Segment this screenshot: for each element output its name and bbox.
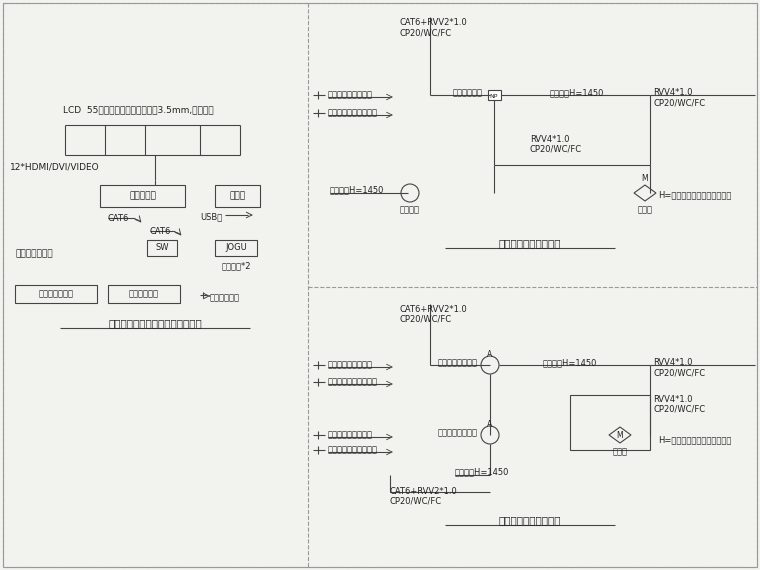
Text: 安装高对H=1450: 安装高对H=1450 bbox=[330, 185, 385, 194]
Text: 接入监控接入交换机: 接入监控接入交换机 bbox=[328, 430, 373, 439]
Text: 开门按钮: 开门按钮 bbox=[400, 205, 420, 214]
Text: CAT6+RVV2*1.0: CAT6+RVV2*1.0 bbox=[390, 487, 458, 496]
Text: 门禁一体主机: 门禁一体主机 bbox=[453, 88, 483, 97]
Text: CP20/WC/FC: CP20/WC/FC bbox=[653, 405, 705, 414]
Bar bbox=[147, 240, 177, 256]
Text: 弱电间门禁配电箱取电: 弱电间门禁配电箱取电 bbox=[328, 377, 378, 386]
Text: 门禁系统接入: 门禁系统接入 bbox=[210, 293, 240, 302]
Text: H=门框顶或门框中间位置安装: H=门框顶或门框中间位置安装 bbox=[658, 435, 731, 444]
Text: SW: SW bbox=[155, 243, 169, 253]
Text: CP20/WC/FC: CP20/WC/FC bbox=[653, 98, 705, 107]
Text: A: A bbox=[487, 420, 492, 429]
Text: 指纹门禁一体主机: 指纹门禁一体主机 bbox=[438, 428, 478, 437]
Text: 安装高对H=1450: 安装高对H=1450 bbox=[455, 467, 509, 476]
Bar bbox=[15, 285, 97, 303]
Text: CAT6: CAT6 bbox=[150, 227, 171, 236]
Text: CP20/WC/FC: CP20/WC/FC bbox=[400, 315, 452, 324]
Text: RVV4*1.0: RVV4*1.0 bbox=[653, 395, 692, 404]
Text: JOGU: JOGU bbox=[225, 243, 247, 253]
Text: 安装高对H=1450: 安装高对H=1450 bbox=[550, 88, 604, 97]
Text: 门禁安装大样图（二）: 门禁安装大样图（二） bbox=[499, 515, 561, 525]
Text: CP20/WC/FC: CP20/WC/FC bbox=[390, 497, 442, 506]
Text: NP: NP bbox=[489, 93, 499, 99]
Text: CAT6: CAT6 bbox=[108, 214, 129, 223]
Text: USB线: USB线 bbox=[200, 212, 222, 221]
Text: RVV4*1.0: RVV4*1.0 bbox=[530, 135, 569, 144]
Text: 拼接控制器: 拼接控制器 bbox=[129, 192, 156, 201]
Text: A: A bbox=[487, 350, 492, 359]
Bar bbox=[108, 285, 180, 303]
Text: 视频存储管理器: 视频存储管理器 bbox=[39, 290, 74, 299]
Text: 安装高对H=1450: 安装高对H=1450 bbox=[543, 358, 597, 367]
Text: CAT6+RVV2*1.0: CAT6+RVV2*1.0 bbox=[400, 305, 467, 314]
Text: 管理电脑*2: 管理电脑*2 bbox=[221, 261, 251, 270]
Text: M: M bbox=[616, 430, 623, 439]
Text: 弱电间门禁配电箱取电: 弱电间门禁配电箱取电 bbox=[328, 108, 378, 117]
Text: 弱电间门禁配电箱取电: 弱电间门禁配电箱取电 bbox=[328, 445, 378, 454]
Bar bbox=[570, 395, 650, 450]
Text: 指纹门禁一体主机: 指纹门禁一体主机 bbox=[438, 358, 478, 367]
Text: 综合安防平台: 综合安防平台 bbox=[129, 290, 159, 299]
Text: 发卡器: 发卡器 bbox=[230, 192, 245, 201]
Text: 电磁锁: 电磁锁 bbox=[638, 205, 653, 214]
Text: CP20/WC/FC: CP20/WC/FC bbox=[400, 28, 452, 37]
Text: 12*HDMI/DVI/VIDEO: 12*HDMI/DVI/VIDEO bbox=[10, 162, 100, 171]
Bar bbox=[215, 185, 260, 207]
Text: 接入监控接入交换机: 接入监控接入交换机 bbox=[328, 360, 373, 369]
Text: 电磁锁: 电磁锁 bbox=[613, 447, 628, 456]
Text: M: M bbox=[641, 174, 648, 183]
Text: CP20/WC/FC: CP20/WC/FC bbox=[530, 145, 582, 154]
Text: RVV4*1.0: RVV4*1.0 bbox=[653, 88, 692, 97]
Text: CAT6+RVV2*1.0: CAT6+RVV2*1.0 bbox=[400, 18, 467, 27]
Bar bbox=[215, 240, 257, 256]
Bar bbox=[488, 90, 501, 100]
Text: 综合安防系统图（含视频、门禁）: 综合安防系统图（含视频、门禁） bbox=[108, 318, 202, 328]
Bar bbox=[100, 185, 185, 207]
Text: RVV4*1.0: RVV4*1.0 bbox=[653, 358, 692, 367]
Text: LCD  55寸拼接屏（余同），拼缝3.5mm,前维护屏: LCD 55寸拼接屏（余同），拼缝3.5mm,前维护屏 bbox=[63, 105, 214, 114]
Text: 监控接入交换机: 监控接入交换机 bbox=[15, 249, 52, 258]
Text: 门禁安装大样图（一）: 门禁安装大样图（一） bbox=[499, 238, 561, 248]
Text: 接入监控接入交换机: 接入监控接入交换机 bbox=[328, 90, 373, 99]
Text: CP20/WC/FC: CP20/WC/FC bbox=[653, 368, 705, 377]
Text: H=门框顶或门框中间位置安装: H=门框顶或门框中间位置安装 bbox=[658, 190, 731, 199]
